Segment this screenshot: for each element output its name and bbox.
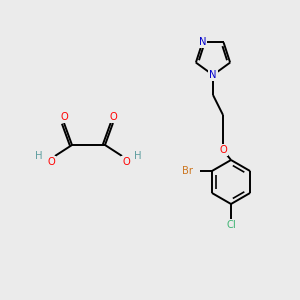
Text: O: O <box>47 157 55 167</box>
Text: N: N <box>209 70 217 80</box>
Text: O: O <box>109 112 117 122</box>
Text: Cl: Cl <box>226 220 236 230</box>
Text: Br: Br <box>182 166 194 176</box>
Text: O: O <box>122 157 130 167</box>
Text: H: H <box>35 151 43 161</box>
Text: O: O <box>60 112 68 122</box>
Text: O: O <box>219 145 227 155</box>
Text: N: N <box>199 38 206 47</box>
Text: H: H <box>134 151 142 161</box>
